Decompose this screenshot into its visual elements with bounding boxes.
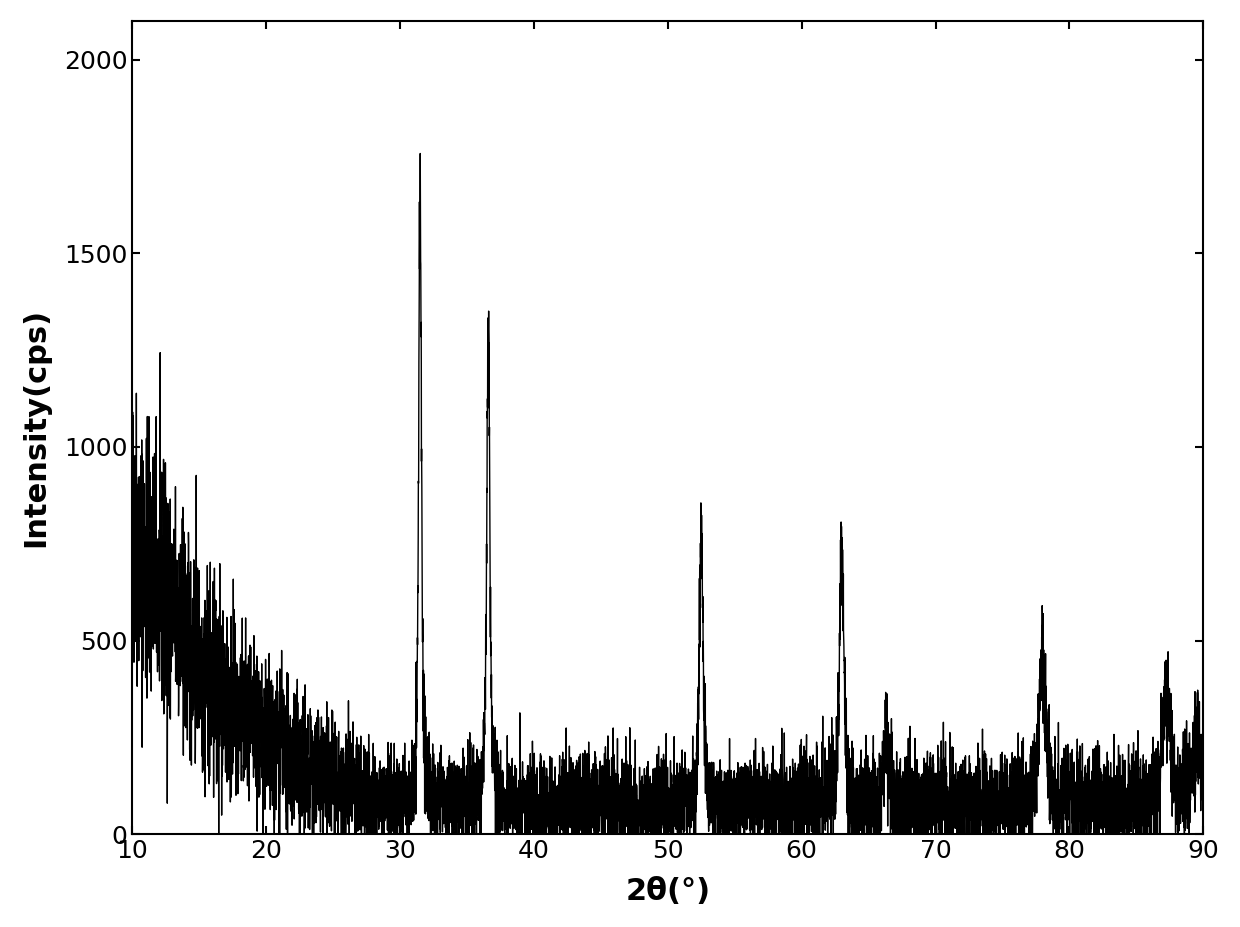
X-axis label: 2θ(°): 2θ(°) (625, 877, 711, 907)
Y-axis label: Intensity(cps): Intensity(cps) (21, 308, 50, 547)
